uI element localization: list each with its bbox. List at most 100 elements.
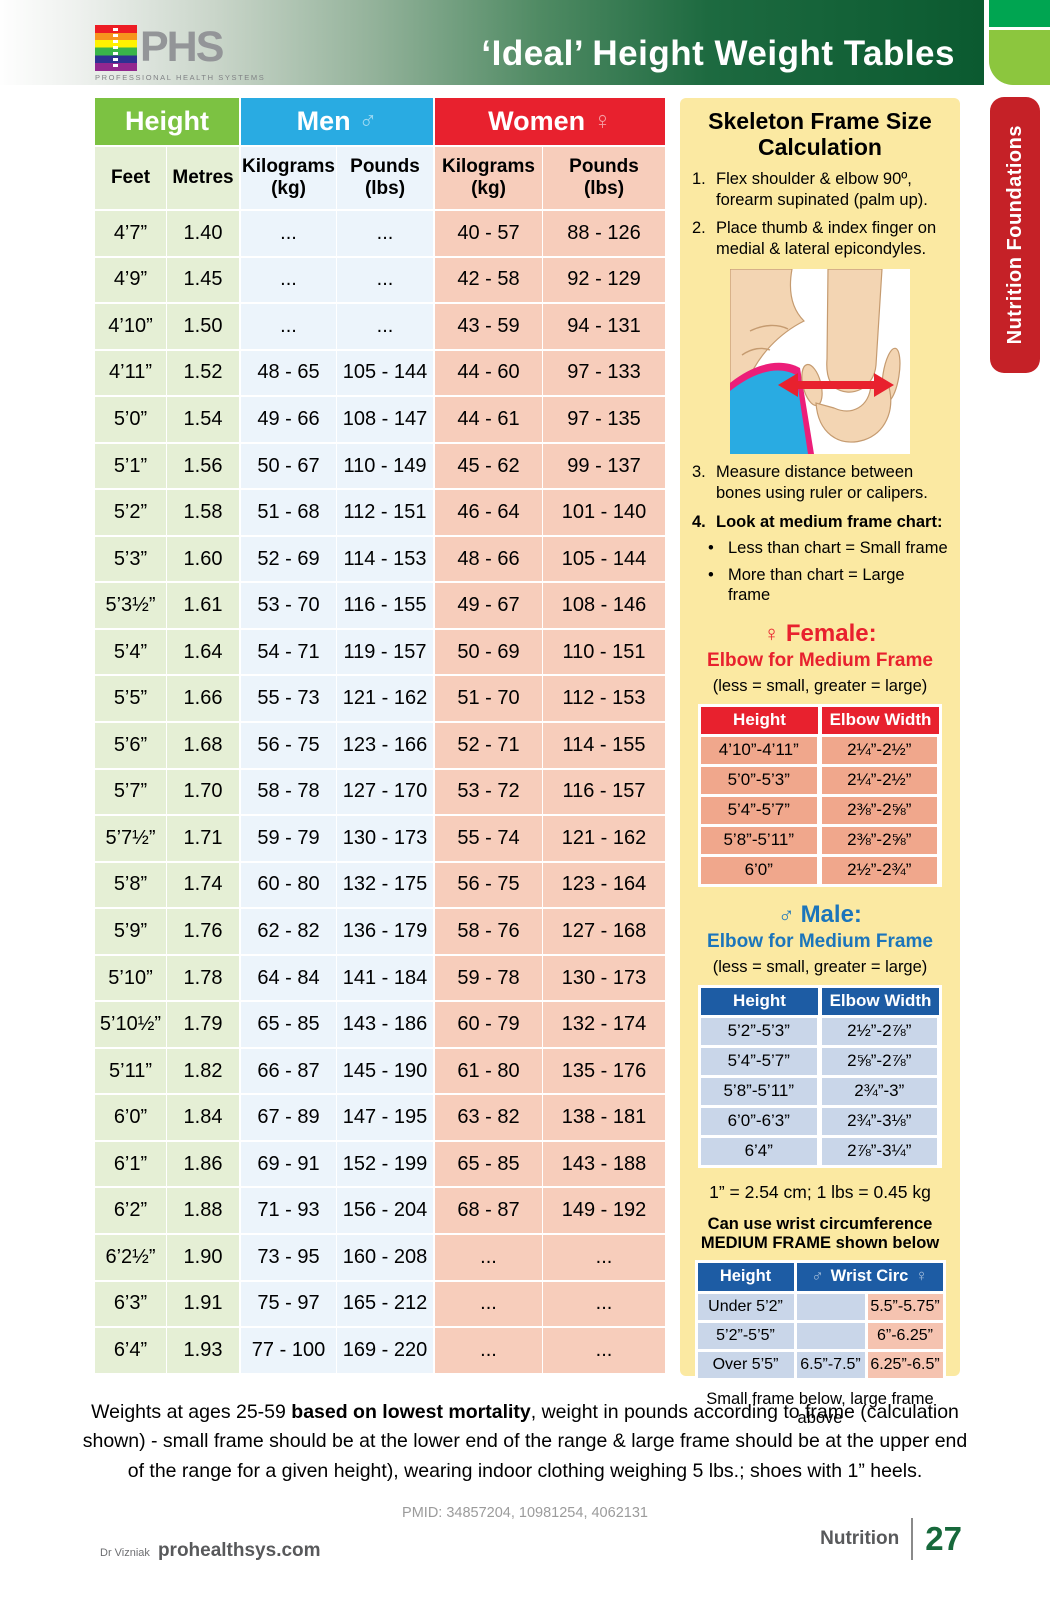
table-cell: 5’10½” xyxy=(95,1002,167,1049)
table-cell: 2¼”-2½” xyxy=(821,736,939,764)
table-row: 6’2½” 1.90 73 - 95 160 - 208...... xyxy=(95,1235,665,1282)
group-label: Women xyxy=(488,106,586,136)
table-cell: 1.82 xyxy=(167,1048,241,1096)
table-row: 6’4” 2⅞”-3¼” xyxy=(701,1137,939,1165)
table-cell: 40 - 57 xyxy=(435,211,543,258)
table-cell: 160 - 208 xyxy=(337,1235,435,1282)
male-elbow-table-body: 5’2”-5’3” 2½”-2⅞” 5’4”-5’7” 2⅝”-2⅞” 5’8”-5’1… xyxy=(701,1017,939,1165)
table-cell: 1.40 xyxy=(167,211,241,258)
table-row: 4’7” 1.40...... 40 - 57 88 - 126 xyxy=(95,211,665,258)
table-cell: ... xyxy=(543,1281,665,1329)
table-cell: ... xyxy=(241,304,337,351)
wrist-table-body: Under 5’2” 5.5”-5.75” 5’2”-5’5” 6”-6.25” Ove… xyxy=(697,1293,943,1378)
table-cell: ... xyxy=(241,257,337,305)
website-link[interactable]: prohealthsys.com xyxy=(157,1540,321,1561)
table-cell: 65 - 85 xyxy=(241,1002,337,1049)
phs-logo: PHS PROFESSIONAL HEALTH SYSTEMS xyxy=(95,25,265,82)
table-row: 5’10” 1.78 64 - 84 141 - 184 59 - 78 130 - 17… xyxy=(95,955,665,1003)
male-symbol-icon: ♂ xyxy=(778,901,795,927)
table-row: 6’3” 1.91 75 - 97 165 - 212...... xyxy=(95,1281,665,1329)
table-cell: 1.68 xyxy=(167,723,241,770)
table-cell: 112 - 153 xyxy=(543,676,665,724)
bullet-text: Less than chart = Small frame xyxy=(728,539,948,558)
table-cell: Under 5’2” xyxy=(697,1293,794,1320)
footnote-bold-text: based on lowest mortality xyxy=(291,1401,531,1423)
table-cell: 6’2½” xyxy=(95,1235,167,1282)
table-cell xyxy=(796,1322,865,1349)
skeleton-frame-panel: Skeleton Frame Size Calculation 1. Flex … xyxy=(680,98,960,1427)
table-cell: 2½”-2⅞” xyxy=(821,1017,939,1045)
table-cell: 60 - 79 xyxy=(435,1002,543,1049)
column-header: Kilograms (kg) xyxy=(241,147,337,211)
corner-accent-top xyxy=(989,0,1050,27)
table-cell: 112 - 151 xyxy=(337,490,435,537)
table-cell: 135 - 176 xyxy=(543,1048,665,1096)
wrist-heading-2: MEDIUM FRAME shown below xyxy=(700,1233,940,1252)
table-row: 5’10½” 1.79 65 - 85 143 - 186 60 - 79 132 - 1… xyxy=(95,1002,665,1049)
table-cell: 132 - 174 xyxy=(543,1002,665,1049)
divider xyxy=(911,1518,914,1560)
table-row: 6’1” 1.86 69 - 91 152 - 199 65 - 85 143 - 188 xyxy=(95,1141,665,1189)
female-subheading: Elbow for Medium Frame xyxy=(707,649,933,671)
table-cell: 88 - 126 xyxy=(543,211,665,258)
step-text: Look at medium frame chart: xyxy=(716,512,943,531)
page-title: ‘Ideal’ Height Weight Tables xyxy=(481,34,955,73)
table-cell: 108 - 146 xyxy=(543,583,665,630)
table-cell: 59 - 79 xyxy=(241,816,337,863)
corner-accent-bottom xyxy=(989,30,1050,85)
table-cell: 43 - 59 xyxy=(435,304,543,351)
table-cell: 5’11” xyxy=(95,1048,167,1096)
table-cell: 116 - 155 xyxy=(337,583,435,630)
table-cell: 138 - 181 xyxy=(543,1095,665,1142)
table-row: 5’9” 1.76 62 - 82 136 - 179 58 - 76 127 - 168 xyxy=(95,909,665,956)
table-cell: 56 - 75 xyxy=(435,862,543,910)
table-cell: 123 - 166 xyxy=(337,723,435,770)
table-cell: 1.61 xyxy=(167,583,241,630)
table-cell: 1.76 xyxy=(167,909,241,956)
page-number: 27 xyxy=(925,1520,962,1557)
table-cell: 1.54 xyxy=(167,397,241,444)
table-cell: 5’7” xyxy=(95,769,167,817)
table-cell: 1.74 xyxy=(167,862,241,910)
table-cell: 53 - 70 xyxy=(241,583,337,630)
table-cell: 5’1” xyxy=(95,443,167,491)
footnote-text: , weight in pounds according to frame (c… xyxy=(82,1401,968,1482)
male-elbow-table: Height Elbow Width 5’2”-5’3” 2½”-2⅞” 5’4”-… xyxy=(698,984,942,1168)
table-cell: 1.78 xyxy=(167,955,241,1003)
table-cell: ... xyxy=(337,257,435,305)
table-cell: 5’8”-5’11” xyxy=(701,1077,818,1105)
table-cell: ... xyxy=(543,1235,665,1282)
group-label: Men xyxy=(296,106,351,136)
column-header: ♂ Wrist Circ ♀ xyxy=(796,1262,943,1291)
table-cell: 1.71 xyxy=(167,816,241,863)
table-cell: 6’2” xyxy=(95,1188,167,1236)
table-row: 5’7½” 1.71 59 - 79 130 - 173 55 - 74 121 - 16… xyxy=(95,816,665,863)
female-elbow-table-body: 4’10”-4’11” 2¼”-2½” 5’0”-5’3” 2¼”-2½” 5’4”-5… xyxy=(701,736,939,884)
table-cell: 1.60 xyxy=(167,536,241,584)
table-cell: 147 - 195 xyxy=(337,1095,435,1142)
table-cell: 6’4” xyxy=(701,1137,818,1165)
table-cell: 121 - 162 xyxy=(337,676,435,724)
table-cell: 5’6” xyxy=(95,723,167,770)
table-cell: 6’4” xyxy=(95,1328,167,1375)
table-cell: 1.66 xyxy=(167,676,241,724)
table-cell: 2⅜”-2⅝” xyxy=(821,796,939,824)
table-cell: 5’0”-5’3” xyxy=(701,766,818,794)
table-cell: 132 - 175 xyxy=(337,862,435,910)
table-cell: 50 - 67 xyxy=(241,443,337,491)
female-symbol-icon: ♀ xyxy=(763,620,780,646)
table-cell: 2⅞”-3¼” xyxy=(821,1137,939,1165)
step-number: 2. xyxy=(692,219,706,238)
table-row: 5’5” 1.66 55 - 73 121 - 162 51 - 70 112 - 153 xyxy=(95,676,665,724)
table-row: 5’1” 1.56 50 - 67 110 - 149 45 - 62 99 - 137 xyxy=(95,443,665,491)
step-number: 4. xyxy=(692,512,706,531)
table-row: 6’4” 1.93 77 - 100 169 - 220...... xyxy=(95,1328,665,1375)
table-cell: 4’10” xyxy=(95,304,167,351)
table-cell: 5’2” xyxy=(95,490,167,537)
table-cell: 6’0” xyxy=(95,1095,167,1142)
table-row: 5’8”-5’11” 2¾”-3” xyxy=(701,1077,939,1105)
table-cell: 49 - 66 xyxy=(241,397,337,444)
bullet-item: • Less than chart = Small frame xyxy=(692,539,948,559)
table-cell: 152 - 199 xyxy=(337,1141,435,1189)
table-cell: 6’3” xyxy=(95,1281,167,1329)
